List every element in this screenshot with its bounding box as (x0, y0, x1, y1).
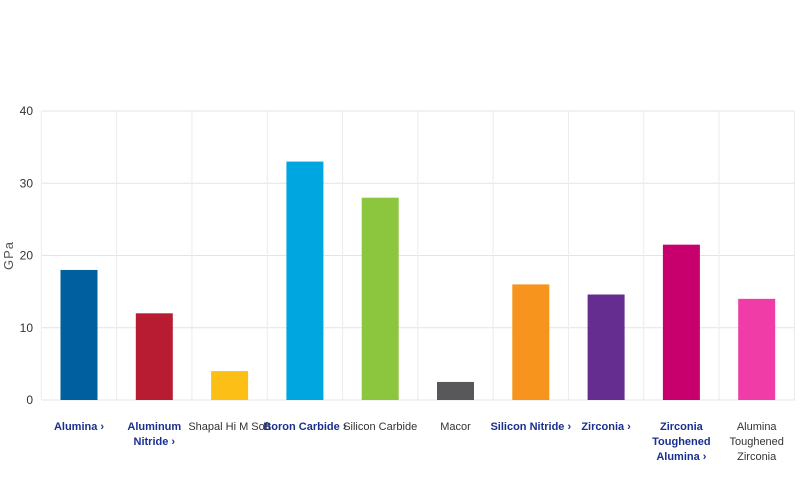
category-link[interactable]: Boron Carbide › (263, 421, 346, 433)
y-tick-label: 30 (20, 176, 34, 190)
y-tick-label: 20 (20, 249, 34, 263)
category-label: Shapal Hi M Soft (188, 421, 271, 433)
bar[interactable] (587, 294, 625, 400)
category-link[interactable]: Zirconia Toughened Alumina › (652, 421, 710, 463)
category-link[interactable]: Aluminum Nitride › (127, 421, 181, 448)
category-link[interactable]: Zirconia › (581, 421, 631, 433)
category-link[interactable]: Silicon Nitride › (490, 421, 571, 433)
label-layer: 0 10 20 30 40 Alumina › Aluminum Nitride › Shapa… (20, 104, 784, 463)
category-label: Alumina Toughened Zirconia (729, 421, 783, 463)
y-tick-label: 10 (20, 321, 34, 335)
bar[interactable] (286, 161, 324, 400)
bar[interactable] (437, 381, 474, 400)
y-axis-title: GPa (1, 241, 16, 270)
y-tick-label: 40 (20, 104, 34, 118)
bar[interactable] (135, 313, 173, 400)
bar-layer (60, 161, 776, 400)
grid-layer (40, 110, 795, 401)
bar[interactable] (662, 244, 700, 400)
bar[interactable] (60, 269, 98, 400)
bar[interactable] (738, 298, 776, 400)
category-label: Silicon Carbide (343, 421, 417, 433)
bar[interactable] (211, 371, 249, 400)
y-tick-label: 0 (26, 393, 33, 407)
bar[interactable] (512, 284, 550, 400)
category-label: Macor (440, 421, 471, 433)
bar[interactable] (361, 197, 399, 400)
category-link[interactable]: Alumina › (54, 421, 104, 433)
